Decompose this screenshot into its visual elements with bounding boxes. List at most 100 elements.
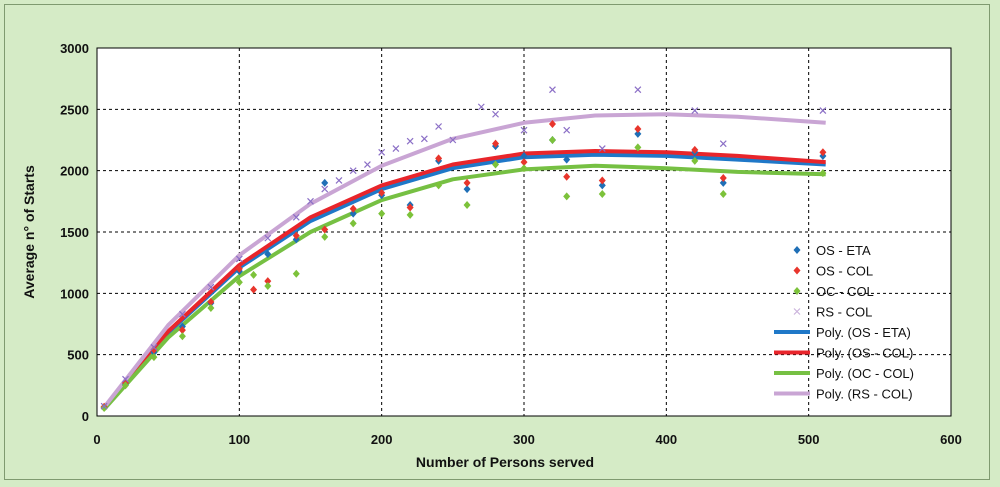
legend-label: Poly. (OS - COL) (816, 346, 913, 361)
data-point (492, 139, 500, 148)
x-tick-label: 0 (93, 432, 100, 447)
data-point (250, 270, 258, 279)
y-axis-title: Average n° of Starts (21, 165, 37, 299)
y-tick-label: 500 (67, 348, 89, 363)
data-point (235, 278, 243, 287)
chart-frame (4, 4, 990, 480)
data-point (477, 103, 485, 111)
y-tick-label: 0 (82, 409, 89, 424)
data-point (691, 156, 699, 165)
data-point (349, 219, 357, 228)
data-point (335, 177, 343, 184)
data-point (548, 120, 556, 129)
y-tick-label: 1500 (60, 225, 89, 240)
legend-marker (793, 308, 801, 315)
data-point (520, 164, 528, 173)
data-point (520, 126, 528, 134)
data-point (719, 189, 727, 198)
data-point (235, 255, 243, 263)
trend-line (102, 149, 826, 410)
data-point (463, 178, 471, 187)
data-point (292, 213, 300, 221)
legend-label: Poly. (RS - COL) (816, 387, 913, 402)
data-point (235, 264, 243, 273)
data-point (207, 283, 215, 291)
data-point (719, 140, 727, 148)
data-point (520, 158, 528, 167)
data-point (719, 178, 727, 187)
legend-label: Poly. (OS - ETA) (816, 325, 911, 340)
data-point (563, 126, 571, 134)
data-point (463, 201, 471, 210)
y-tick-label: 3000 (60, 41, 89, 56)
data-point (292, 269, 300, 278)
data-point (150, 343, 158, 351)
x-tick-label: 500 (798, 432, 820, 447)
data-point (406, 210, 414, 219)
legend-marker (793, 287, 801, 295)
x-tick-label: 600 (940, 432, 962, 447)
data-point (819, 148, 827, 157)
data-point (349, 209, 357, 218)
data-point (435, 181, 443, 190)
data-point (378, 188, 386, 197)
trend-line (102, 163, 826, 411)
x-tick-label: 100 (228, 432, 250, 447)
data-point (150, 353, 158, 362)
data-point (364, 161, 371, 168)
trend-lines (102, 112, 826, 411)
data-point (321, 185, 329, 193)
legend-marker (793, 266, 801, 275)
data-point (150, 345, 158, 354)
data-point (549, 86, 556, 94)
data-point (207, 297, 215, 306)
data-point (719, 174, 727, 183)
data-point (178, 310, 186, 318)
legend-label: OS - ETA (816, 243, 871, 258)
x-axis-title: Number of Persons served (416, 454, 594, 470)
y-tick-label: 2500 (60, 102, 89, 117)
data-point (691, 107, 699, 114)
data-point (634, 143, 642, 152)
data-point (264, 277, 272, 286)
data-point (634, 86, 642, 94)
data-point (634, 129, 642, 138)
data-point (598, 145, 606, 153)
data-point (100, 402, 108, 410)
y-tick-label: 1000 (60, 286, 89, 301)
data-point (378, 148, 386, 156)
data-point (406, 203, 414, 212)
data-points (100, 86, 827, 413)
data-point (463, 185, 471, 194)
data-point (563, 192, 571, 201)
data-point (250, 285, 258, 294)
legend-label: Poly. (OC - COL) (816, 366, 914, 381)
data-point (121, 381, 129, 390)
data-point (449, 136, 457, 144)
data-point (563, 172, 571, 181)
x-tick-label: 300 (513, 432, 535, 447)
data-point (598, 181, 606, 190)
data-point (178, 332, 186, 341)
legend-label: OC - COL (816, 284, 874, 299)
tick-labels: 0 100 200 300 400 500 600 0 500 1000 1500 2000 2500 3… (60, 41, 962, 447)
data-point (378, 209, 386, 218)
data-point (292, 231, 300, 240)
data-point (178, 326, 186, 335)
data-point (435, 123, 443, 130)
data-point (264, 234, 272, 242)
trend-line (102, 112, 826, 409)
data-point (563, 155, 571, 164)
data-point (819, 169, 827, 178)
data-point (492, 110, 499, 118)
legend-label: RS - COL (816, 305, 872, 320)
x-tick-label: 400 (655, 432, 677, 447)
data-point (321, 232, 329, 241)
data-point (207, 304, 215, 313)
data-point (264, 250, 272, 259)
data-point (548, 136, 556, 144)
data-point (307, 197, 314, 205)
data-point (634, 124, 642, 133)
data-point (349, 167, 357, 175)
